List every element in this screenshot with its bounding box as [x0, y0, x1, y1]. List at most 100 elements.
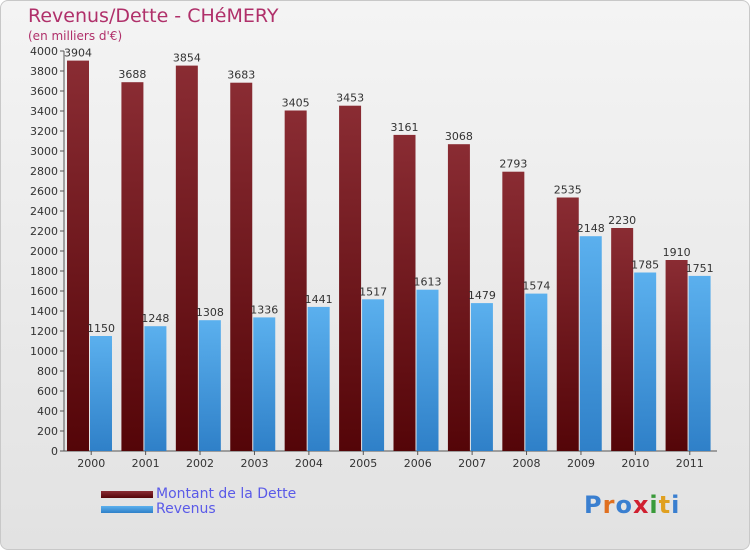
- x-tick-label-2009: 2009: [567, 457, 595, 470]
- x-tick-label-2006: 2006: [404, 457, 432, 470]
- value-label-revenus-2006: 1613: [414, 276, 442, 289]
- value-label-revenus-2005: 1517: [359, 285, 387, 298]
- x-tick-label-2001: 2001: [132, 457, 160, 470]
- logo-letter: t: [658, 491, 672, 519]
- x-tick-label-2000: 2000: [77, 457, 105, 470]
- logo-letter: o: [615, 491, 633, 519]
- value-label-revenus-2001: 1248: [141, 312, 169, 325]
- legend-label-dette: Montant de la Dette: [156, 486, 297, 502]
- x-tick-label-2004: 2004: [295, 457, 323, 470]
- y-tick-label: 3000: [30, 145, 58, 158]
- value-label-dette-2010: 2230: [608, 214, 636, 227]
- value-label-dette-2000: 3904: [64, 47, 92, 60]
- bar-revenus-2007: [470, 303, 493, 451]
- y-tick-label: 2600: [30, 185, 58, 198]
- bar-dette-2005: [339, 105, 362, 451]
- bar-dette-2001: [121, 82, 144, 451]
- y-tick-label: 1600: [30, 285, 58, 298]
- y-tick-label: 0: [51, 445, 58, 458]
- bar-dette-2008: [502, 171, 525, 451]
- bar-dette-2010: [611, 228, 634, 451]
- chart-subtitle: (en milliers d'€): [28, 29, 123, 43]
- bar-revenus-2002: [198, 320, 221, 451]
- y-tick-label: 2800: [30, 165, 58, 178]
- bar-revenus-2009: [579, 236, 602, 451]
- value-label-revenus-2003: 1336: [250, 303, 278, 316]
- y-tick-label: 2400: [30, 205, 58, 218]
- legend-label-revenus: Revenus: [156, 501, 216, 517]
- proxiti-logo: Proxiti: [584, 491, 680, 519]
- value-label-revenus-2009: 2148: [577, 222, 605, 235]
- value-label-dette-2009: 2535: [554, 184, 582, 197]
- value-label-dette-2006: 3161: [391, 121, 419, 134]
- value-label-dette-2001: 3688: [118, 68, 146, 81]
- value-label-dette-2004: 3405: [282, 97, 310, 110]
- logo-letter: x: [632, 491, 650, 519]
- value-label-revenus-2010: 1785: [631, 259, 659, 272]
- value-label-dette-2003: 3683: [227, 69, 255, 82]
- y-tick-label: 200: [37, 425, 58, 438]
- bar-revenus-2011: [688, 275, 711, 451]
- axes: 0 200 400 600 800 1000 1200 1400 1600 1800 2000 220…: [30, 45, 717, 470]
- logo-letter: P: [584, 491, 603, 519]
- y-tick-label: 800: [37, 365, 58, 378]
- x-tick-label-2007: 2007: [458, 457, 486, 470]
- logo-letter: r: [602, 491, 616, 519]
- value-label-dette-2005: 3453: [336, 92, 364, 105]
- y-tick-label: 600: [37, 385, 58, 398]
- bar-revenus-2004: [307, 306, 330, 451]
- y-tick-label: 400: [37, 405, 58, 418]
- value-label-dette-2011: 1910: [663, 246, 691, 259]
- y-tick-label: 3600: [30, 85, 58, 98]
- bar-revenus-2006: [416, 289, 439, 451]
- bar-dette-2007: [447, 144, 470, 451]
- bar-dette-2006: [393, 134, 416, 451]
- bar-revenus-2001: [144, 326, 167, 451]
- value-label-revenus-2002: 1308: [196, 306, 224, 319]
- y-tick-label: 1200: [30, 325, 58, 338]
- bar-revenus-2005: [362, 299, 385, 451]
- bar-dette-2011: [665, 260, 688, 451]
- y-tick-label: 2000: [30, 245, 58, 258]
- x-tick-label-2003: 2003: [240, 457, 268, 470]
- value-label-revenus-2004: 1441: [305, 293, 333, 306]
- y-tick-label: 1800: [30, 265, 58, 278]
- y-tick-label: 3400: [30, 105, 58, 118]
- bar-dette-2002: [175, 65, 198, 451]
- x-tick-label-2010: 2010: [621, 457, 649, 470]
- y-tick-label: 3800: [30, 65, 58, 78]
- chart-title: Revenus/Dette - CHéMERY: [28, 5, 279, 27]
- bar-dette-2000: [67, 60, 89, 451]
- legend-swatch-revenus: [101, 506, 153, 513]
- value-label-revenus-2008: 1574: [522, 280, 550, 293]
- bar-dette-2003: [230, 82, 253, 451]
- value-labels: 3904 1150 3688 1248 3854 1308 3683 1336 3405 1441…: [64, 47, 714, 335]
- x-tick-label-2005: 2005: [349, 457, 377, 470]
- y-tick-label: 1000: [30, 345, 58, 358]
- bar-revenus-2000: [90, 336, 112, 451]
- value-label-dette-2002: 3854: [173, 52, 201, 65]
- logo-letter: i: [671, 491, 681, 519]
- value-label-revenus-2007: 1479: [468, 289, 496, 302]
- value-label-dette-2008: 2793: [499, 158, 527, 171]
- legend-swatch-dette: [101, 491, 153, 498]
- bar-revenus-2010: [634, 272, 657, 451]
- y-tick-label: 4000: [30, 45, 58, 58]
- bar-dette-2009: [556, 197, 579, 451]
- x-tick-label-2002: 2002: [186, 457, 214, 470]
- y-tick-label: 2200: [30, 225, 58, 238]
- bar-dette-2004: [284, 110, 307, 451]
- y-tick-label: 1400: [30, 305, 58, 318]
- bar-revenus-2008: [525, 293, 548, 451]
- bar-revenus-2003: [253, 317, 276, 451]
- logo-letter: i: [649, 491, 659, 519]
- value-label-revenus-2000: 1150: [87, 322, 115, 335]
- bars: [67, 60, 711, 451]
- x-tick-label-2008: 2008: [513, 457, 541, 470]
- value-label-revenus-2011: 1751: [686, 262, 714, 275]
- x-tick-label-2011: 2011: [676, 457, 704, 470]
- value-label-dette-2007: 3068: [445, 130, 473, 143]
- y-tick-label: 3200: [30, 125, 58, 138]
